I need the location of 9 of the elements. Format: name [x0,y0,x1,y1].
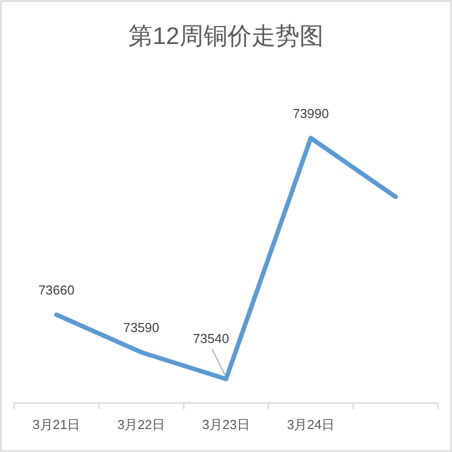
x-tick-label: 3月24日 [286,417,335,432]
x-tick-label: 3月23日 [202,417,250,432]
data-label: 73540 [192,331,230,346]
x-tick-label: 3月22日 [117,417,166,432]
data-label: 73590 [123,320,160,336]
x-tick-label: 3月21日 [32,417,80,432]
data-label: 73990 [292,106,329,121]
data-label: 73660 [38,282,74,298]
title: 第12周铜价走势图 [128,23,324,50]
